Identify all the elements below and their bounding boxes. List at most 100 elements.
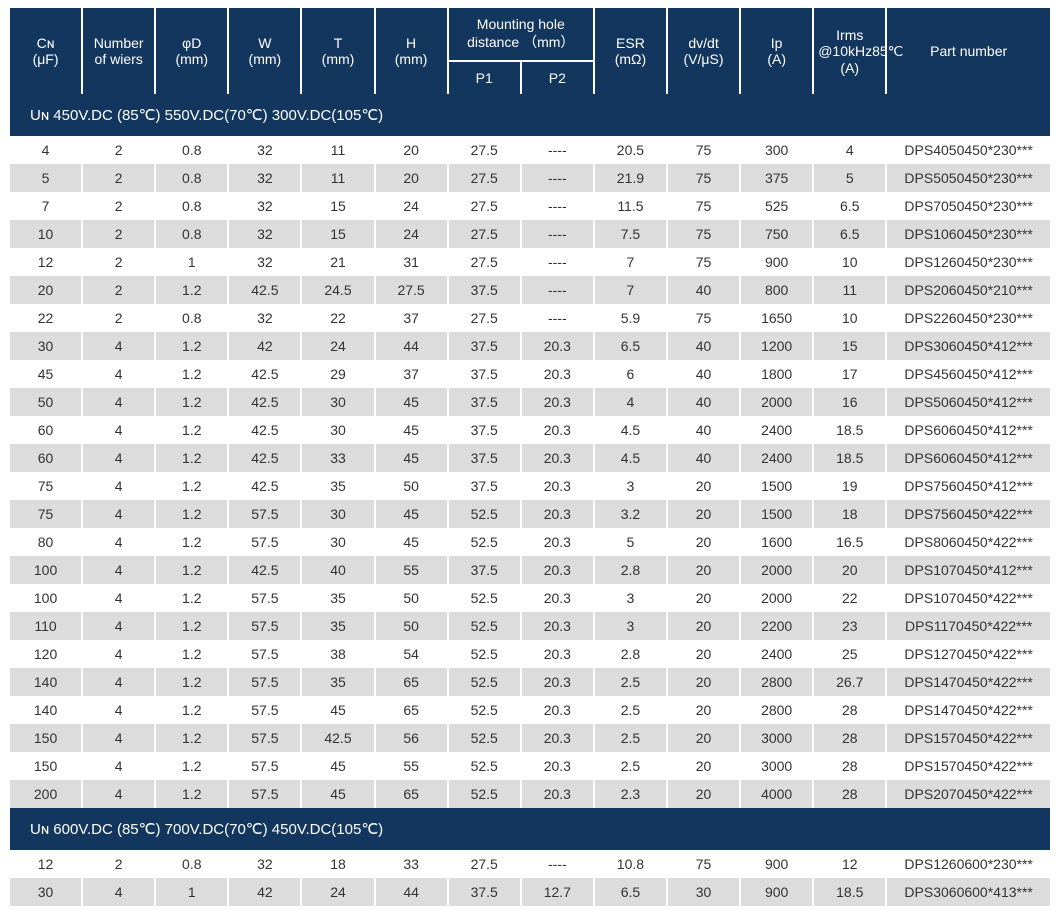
cell-part-number: DPS1260450*230*** bbox=[887, 248, 1050, 276]
cell-value: 20.3 bbox=[522, 780, 593, 808]
cell-value: 4 bbox=[83, 388, 154, 416]
cell-value: 18 bbox=[814, 500, 885, 528]
cell-value: 32 bbox=[229, 248, 300, 276]
cell-value: 1.2 bbox=[156, 556, 227, 584]
cell-value: 3 bbox=[595, 472, 666, 500]
cell-value: 55 bbox=[376, 752, 447, 780]
cell-value: 24 bbox=[302, 878, 373, 906]
table-row: 6041.242.5304537.520.34.540240018.5DPS60… bbox=[10, 416, 1050, 444]
cell-value: 20.3 bbox=[522, 360, 593, 388]
cell-value: 1.2 bbox=[156, 500, 227, 528]
col-dvdt: dv/dt(V/μS) bbox=[668, 8, 739, 94]
cell-value: 30 bbox=[10, 878, 81, 906]
cell-value: 60 bbox=[10, 444, 81, 472]
cell-value: 30 bbox=[302, 416, 373, 444]
cell-value: 30 bbox=[302, 388, 373, 416]
table-row: 520.832112027.5----21.9753755DPS5050450*… bbox=[10, 164, 1050, 192]
cell-value: 750 bbox=[741, 220, 812, 248]
cell-value: 1.2 bbox=[156, 444, 227, 472]
cell-value: 7 bbox=[10, 192, 81, 220]
cell-part-number: DPS1270450*422*** bbox=[887, 640, 1050, 668]
cell-value: 20.3 bbox=[522, 388, 593, 416]
cell-value: 10.8 bbox=[595, 850, 666, 878]
cell-value: 10 bbox=[10, 220, 81, 248]
cell-value: 18.5 bbox=[814, 878, 885, 906]
cell-value: 33 bbox=[376, 850, 447, 878]
cell-value: 52.5 bbox=[449, 640, 520, 668]
cell-value: 2.5 bbox=[595, 724, 666, 752]
cell-value: 2.5 bbox=[595, 752, 666, 780]
cell-value: 5.9 bbox=[595, 304, 666, 332]
cell-value: 56 bbox=[376, 724, 447, 752]
cell-value: 32 bbox=[229, 164, 300, 192]
cell-value: 75 bbox=[668, 220, 739, 248]
cell-value: 54 bbox=[376, 640, 447, 668]
cell-part-number: DPS1170450*422*** bbox=[887, 612, 1050, 640]
cell-value: 30 bbox=[10, 332, 81, 360]
table-row: 2021.242.524.527.537.5----74080011DPS206… bbox=[10, 276, 1050, 304]
cell-value: 24 bbox=[302, 332, 373, 360]
cell-value: 6.5 bbox=[595, 332, 666, 360]
cell-value: 100 bbox=[10, 556, 81, 584]
cell-value: 900 bbox=[741, 878, 812, 906]
cell-value: 1500 bbox=[741, 472, 812, 500]
cell-value: 37.5 bbox=[449, 276, 520, 304]
cell-value: 0.8 bbox=[156, 164, 227, 192]
cell-value: 4.5 bbox=[595, 444, 666, 472]
col-esr: ESR(mΩ) bbox=[595, 8, 666, 94]
cell-value: 20.5 bbox=[595, 136, 666, 164]
cell-value: 2 bbox=[83, 850, 154, 878]
cell-value: 57.5 bbox=[229, 528, 300, 556]
cell-value: 18 bbox=[302, 850, 373, 878]
cell-value: 3000 bbox=[741, 752, 812, 780]
cell-value: 375 bbox=[741, 164, 812, 192]
cell-value: 15 bbox=[814, 332, 885, 360]
cell-value: 4 bbox=[83, 556, 154, 584]
cell-value: 27.5 bbox=[449, 304, 520, 332]
cell-value: 20.3 bbox=[522, 556, 593, 584]
section-title: Uɴ 450V.DC (85℃) 550V.DC(70℃) 300V.DC(10… bbox=[10, 94, 1050, 136]
table-row: 304142244437.512.76.53090018.5DPS3060600… bbox=[10, 878, 1050, 906]
cell-value: 37.5 bbox=[449, 878, 520, 906]
cell-value: 2800 bbox=[741, 668, 812, 696]
cell-value: 1.2 bbox=[156, 780, 227, 808]
table-body: Uɴ 450V.DC (85℃) 550V.DC(70℃) 300V.DC(10… bbox=[10, 94, 1050, 906]
cell-value: 45 bbox=[376, 528, 447, 556]
cell-value: 31 bbox=[376, 248, 447, 276]
cell-value: 1.2 bbox=[156, 388, 227, 416]
cell-value: 65 bbox=[376, 668, 447, 696]
cell-value: 7 bbox=[595, 276, 666, 304]
cell-value: 42 bbox=[229, 332, 300, 360]
cell-value: 20 bbox=[668, 556, 739, 584]
table-row: 5041.242.5304537.520.3440200016DPS506045… bbox=[10, 388, 1050, 416]
cell-value: 5 bbox=[595, 528, 666, 556]
cell-value: 40 bbox=[668, 444, 739, 472]
cell-value: 57.5 bbox=[229, 500, 300, 528]
cell-value: 20.3 bbox=[522, 640, 593, 668]
cell-value: 150 bbox=[10, 752, 81, 780]
col-part: Part number bbox=[887, 8, 1050, 94]
cell-value: 0.8 bbox=[156, 850, 227, 878]
cell-value: 75 bbox=[668, 164, 739, 192]
col-ip: Ip(A) bbox=[741, 8, 812, 94]
cell-part-number: DPS1070450*422*** bbox=[887, 584, 1050, 612]
col-cn: Cɴ(μF) bbox=[10, 8, 81, 94]
cell-value: 525 bbox=[741, 192, 812, 220]
cell-value: 32 bbox=[229, 304, 300, 332]
cell-value: 2000 bbox=[741, 388, 812, 416]
cell-value: 7.5 bbox=[595, 220, 666, 248]
cell-value: 35 bbox=[302, 668, 373, 696]
cell-value: 4 bbox=[814, 136, 885, 164]
cell-value: 1.2 bbox=[156, 668, 227, 696]
cell-value: 6.5 bbox=[814, 220, 885, 248]
cell-value: 19 bbox=[814, 472, 885, 500]
cell-value: 1650 bbox=[741, 304, 812, 332]
col-irms: Irms@10kHz85℃(A) bbox=[814, 8, 885, 94]
cell-value: 27.5 bbox=[449, 850, 520, 878]
cell-value: ---- bbox=[522, 164, 593, 192]
cell-value: 1600 bbox=[741, 528, 812, 556]
cell-value: 65 bbox=[376, 780, 447, 808]
cell-value: 57.5 bbox=[229, 668, 300, 696]
cell-value: 110 bbox=[10, 612, 81, 640]
cell-value: 4 bbox=[83, 332, 154, 360]
